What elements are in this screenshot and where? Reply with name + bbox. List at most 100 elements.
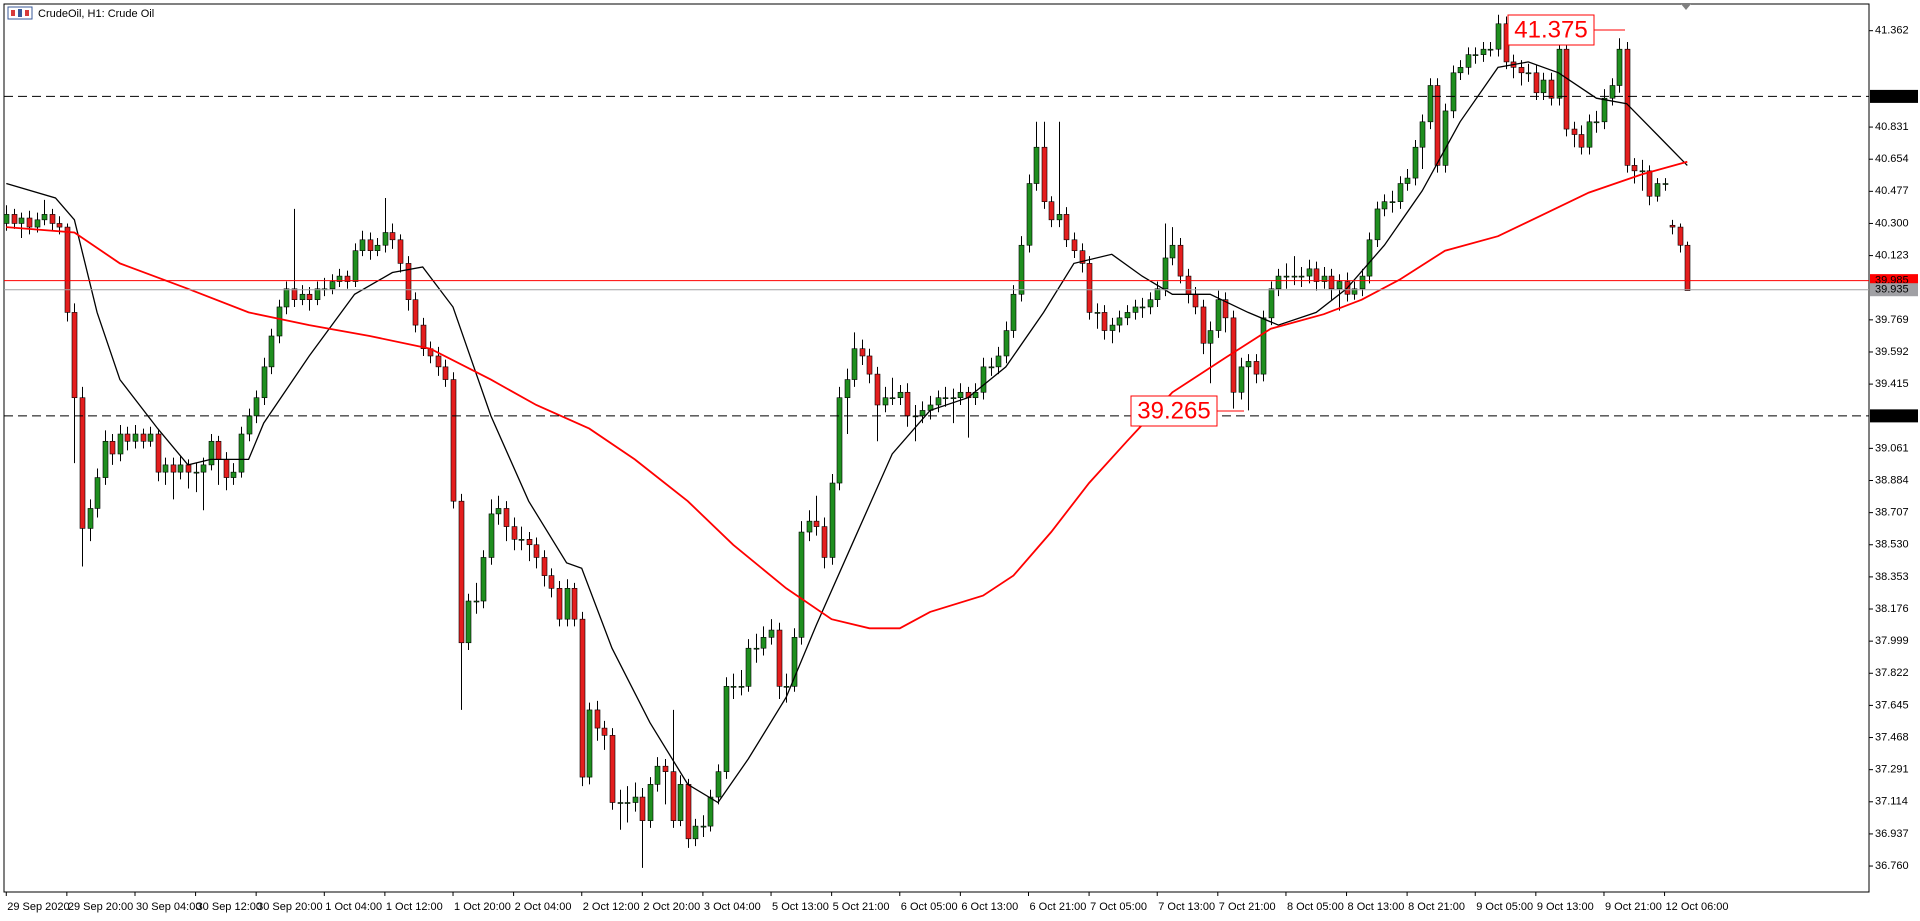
candle-body <box>829 482 836 558</box>
price-level-label: 39.935 <box>1875 284 1909 296</box>
candle-body <box>1010 293 1017 331</box>
candle-body <box>1442 110 1449 166</box>
y-tick-label: 37.468 <box>1875 731 1909 743</box>
candle-body <box>897 391 904 399</box>
annotation-box <box>1130 395 1218 427</box>
shift-marker <box>1681 4 1691 10</box>
candle-body <box>1003 330 1010 357</box>
y-tick-label: 36.760 <box>1875 860 1909 872</box>
x-tick-label: 30 Sep 12:00 <box>197 901 262 913</box>
candle-body <box>677 784 684 821</box>
candle-body <box>1465 54 1472 68</box>
candle-body <box>147 433 154 442</box>
candle-body <box>1056 214 1063 221</box>
candle-body <box>866 355 873 375</box>
candle-body <box>352 250 359 282</box>
candle-body <box>268 335 275 368</box>
candle-body <box>813 520 820 527</box>
candle-body <box>1571 128 1578 135</box>
candle-body <box>87 508 94 529</box>
candle-body <box>798 531 805 638</box>
candle-body <box>1071 239 1078 251</box>
candle-body <box>1412 146 1419 179</box>
candle-body <box>359 239 366 251</box>
candle-body <box>980 366 987 393</box>
candle-body <box>124 433 131 442</box>
icon-bar <box>25 10 29 16</box>
candle-body <box>1116 317 1123 326</box>
candle-body <box>632 796 639 803</box>
candle-body <box>382 232 389 246</box>
candle-body <box>1654 183 1661 197</box>
candle-body <box>586 709 593 778</box>
price-level-label: 39.240 <box>1875 410 1909 422</box>
candle-body <box>1079 250 1086 264</box>
candle-body <box>942 397 949 400</box>
candle-body <box>132 433 139 442</box>
candle-body <box>1586 121 1593 148</box>
candle-body <box>662 765 669 772</box>
y-tick-label: 38.884 <box>1875 474 1909 486</box>
candle-body <box>1457 67 1464 74</box>
candle-body <box>1094 312 1101 314</box>
candle-body <box>1480 48 1487 55</box>
candle-body <box>1328 275 1335 290</box>
candle-body <box>1139 306 1146 309</box>
candle-body <box>1041 146 1048 202</box>
chart-title: CrudeOil, H1: Crude Oil <box>38 8 154 20</box>
candle-body <box>1389 201 1396 203</box>
candle-body <box>988 366 995 369</box>
candle-body <box>1472 54 1479 56</box>
candle-body <box>1200 306 1207 344</box>
candle-body <box>185 464 192 473</box>
annotation-label: 39.265 <box>1137 397 1210 424</box>
y-tick-label: 39.592 <box>1875 346 1909 358</box>
candle-body <box>919 410 926 417</box>
candle-body <box>374 244 381 251</box>
y-tick-label: 39.415 <box>1875 378 1909 390</box>
candle-body <box>299 293 306 300</box>
candle-body <box>1359 275 1366 290</box>
candle-body <box>397 239 404 264</box>
candle-body <box>791 637 798 687</box>
candle-body <box>806 520 813 533</box>
candle-body <box>1253 361 1260 375</box>
candle-body <box>1684 244 1691 291</box>
candle-body <box>579 618 586 778</box>
x-tick-label: 7 Oct 13:00 <box>1158 901 1215 913</box>
candle-body <box>117 433 124 455</box>
annotation-label: 41.375 <box>1514 16 1587 43</box>
candle-body <box>1677 226 1684 246</box>
candle-body <box>783 686 790 688</box>
candle-body <box>874 373 881 406</box>
candle-body <box>1086 263 1093 313</box>
candle-body <box>594 709 601 729</box>
candle-body <box>654 765 661 785</box>
candle-body <box>639 796 646 821</box>
candle-body <box>1336 281 1343 290</box>
candle-body <box>1101 312 1108 331</box>
candle-body <box>556 588 563 620</box>
candle-body <box>995 355 1002 368</box>
candle-body <box>495 508 502 515</box>
x-tick-label: 30 Sep 04:00 <box>136 901 201 913</box>
candle-body <box>1298 275 1305 278</box>
candle-body <box>1646 170 1653 197</box>
candle-body <box>71 312 78 399</box>
x-tick-label: 8 Oct 21:00 <box>1408 901 1465 913</box>
x-tick-label: 2 Oct 12:00 <box>583 901 640 913</box>
candle-body <box>253 397 260 417</box>
candle-body <box>1624 48 1631 166</box>
price-level-tag <box>1870 409 1918 423</box>
candle-body <box>420 324 427 350</box>
y-tick-label: 40.477 <box>1875 185 1909 197</box>
candle-body <box>1374 208 1381 241</box>
x-tick-label: 6 Oct 05:00 <box>901 901 958 913</box>
candle-body <box>200 464 207 473</box>
candle-body <box>79 397 86 529</box>
candle-body <box>1381 201 1388 210</box>
candle-body <box>435 355 442 368</box>
candle-body <box>753 647 760 650</box>
candle-body <box>503 508 510 527</box>
